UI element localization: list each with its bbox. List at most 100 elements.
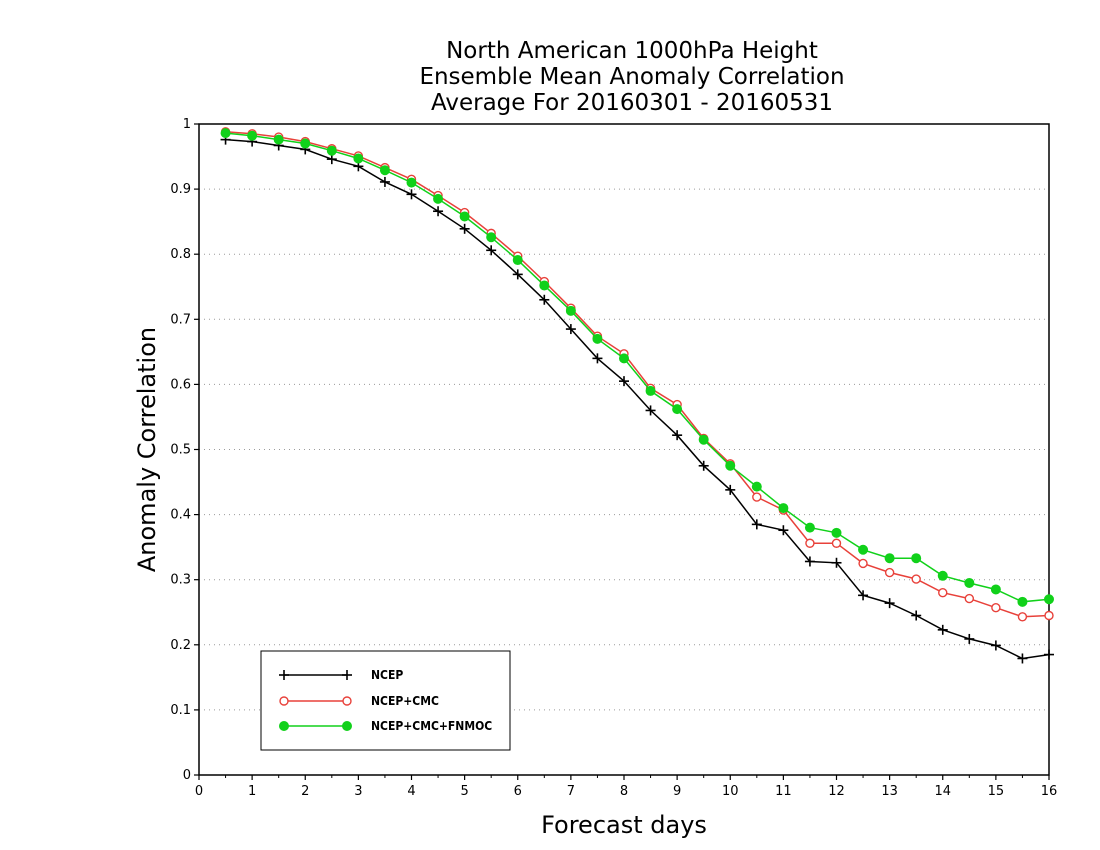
data-point [220, 128, 231, 139]
legend-marker-end [342, 670, 352, 680]
data-point [911, 553, 922, 564]
x-tick-label: 3 [354, 784, 362, 799]
grid-lines [199, 188, 1049, 711]
x-tick-label: 9 [673, 784, 681, 799]
y-tick-label: 0.8 [170, 247, 191, 262]
data-point [938, 588, 948, 598]
legend-marker-start [279, 670, 289, 680]
y-tick-label: 0.5 [170, 443, 191, 458]
data-point [379, 176, 390, 187]
data-point [353, 153, 364, 164]
data-point [884, 553, 895, 564]
data-point [884, 598, 895, 609]
y-tick-label: 0 [183, 768, 191, 783]
data-point [911, 574, 921, 584]
data-point [565, 305, 576, 316]
data-point [433, 206, 444, 217]
data-point [645, 385, 656, 396]
y-axis: 0 0.1 0.2 0.3 0.4 0.5 0.6 0.7 0.8 0.9 1 [170, 117, 199, 783]
data-point [911, 610, 922, 621]
data-point [751, 519, 762, 530]
data-point [937, 624, 948, 635]
data-point [831, 538, 842, 548]
legend-marker-start [279, 696, 289, 706]
data-point [247, 130, 258, 141]
data-point [326, 154, 337, 165]
x-tick-label: 4 [407, 784, 415, 799]
data-point [645, 405, 656, 416]
data-point [698, 460, 709, 471]
y-tick-label: 0.2 [170, 638, 191, 653]
data-point [858, 590, 869, 601]
data-point [379, 165, 390, 176]
data-point [991, 602, 1001, 613]
x-tick-label: 11 [775, 784, 792, 799]
data-point [459, 223, 470, 234]
x-tick-label: 15 [988, 784, 1005, 799]
data-point [619, 353, 629, 364]
data-point [805, 538, 815, 548]
data-point [752, 492, 762, 502]
data-point [804, 522, 815, 533]
series-line [225, 132, 1050, 603]
data-point [1044, 649, 1054, 660]
x-axis: 0 1 2 3 4 5 6 7 8 9 10 11 12 13 14 15 16 [195, 775, 1057, 799]
y-tick-label: 0.1 [170, 703, 191, 718]
legend-entry: NCEP+CMC+FNMOC [279, 719, 492, 733]
data-point [725, 484, 736, 495]
x-tick-label: 10 [722, 784, 739, 799]
y-tick-label: 0.9 [170, 182, 191, 197]
data-series [220, 127, 1054, 664]
data-point [1044, 610, 1054, 621]
data-point [964, 593, 975, 604]
data-point [512, 269, 523, 280]
x-tick-label: 5 [460, 784, 468, 799]
data-point [778, 525, 789, 536]
data-point [1017, 612, 1028, 622]
y-tick-label: 0.3 [170, 573, 191, 588]
data-point [459, 211, 470, 222]
x-tick-label: 6 [514, 784, 522, 799]
data-point [619, 376, 629, 387]
x-tick-label: 7 [567, 784, 575, 799]
data-point [406, 177, 417, 188]
data-point [539, 294, 550, 305]
x-tick-label: 0 [195, 784, 203, 799]
legend-marker-end [342, 721, 352, 731]
data-point [406, 189, 417, 200]
y-axis-label: Anomaly Correlation [133, 327, 161, 572]
data-point [300, 138, 311, 149]
x-tick-label: 16 [1041, 784, 1058, 799]
legend-marker-end [342, 696, 352, 706]
data-point [273, 134, 284, 145]
data-point [592, 333, 603, 344]
data-point [486, 245, 497, 256]
series-ncep-cmc-fnmoc [220, 128, 1054, 607]
data-point [698, 434, 709, 445]
data-point [831, 527, 842, 538]
x-tick-label: 1 [248, 784, 256, 799]
legend-entry: NCEP+CMC [279, 694, 439, 708]
data-point [751, 481, 762, 492]
data-point [778, 503, 789, 514]
legend: NCEP NCEP+CMC NCEP+CMC+FNMOC [260, 650, 511, 751]
chart-title-line: North American 1000hPa Height [446, 38, 818, 64]
data-point [486, 232, 497, 243]
data-point [725, 460, 736, 471]
data-point [964, 633, 975, 644]
legend-label: NCEP [371, 668, 403, 682]
chart-title-line: Ensemble Mean Anomaly Correlation [419, 64, 844, 90]
y-tick-label: 0.7 [170, 312, 191, 327]
data-point [1017, 596, 1028, 607]
data-point [672, 404, 683, 415]
data-point [831, 557, 842, 568]
data-point [433, 193, 444, 204]
series-ncep [220, 134, 1054, 664]
x-tick-label: 14 [934, 784, 951, 799]
y-tick-label: 0.6 [170, 377, 191, 392]
x-tick-label: 8 [620, 784, 628, 799]
data-point [858, 544, 869, 555]
data-point [1044, 594, 1054, 605]
chart-title-line: Average For 20160301 - 20160531 [431, 90, 833, 116]
